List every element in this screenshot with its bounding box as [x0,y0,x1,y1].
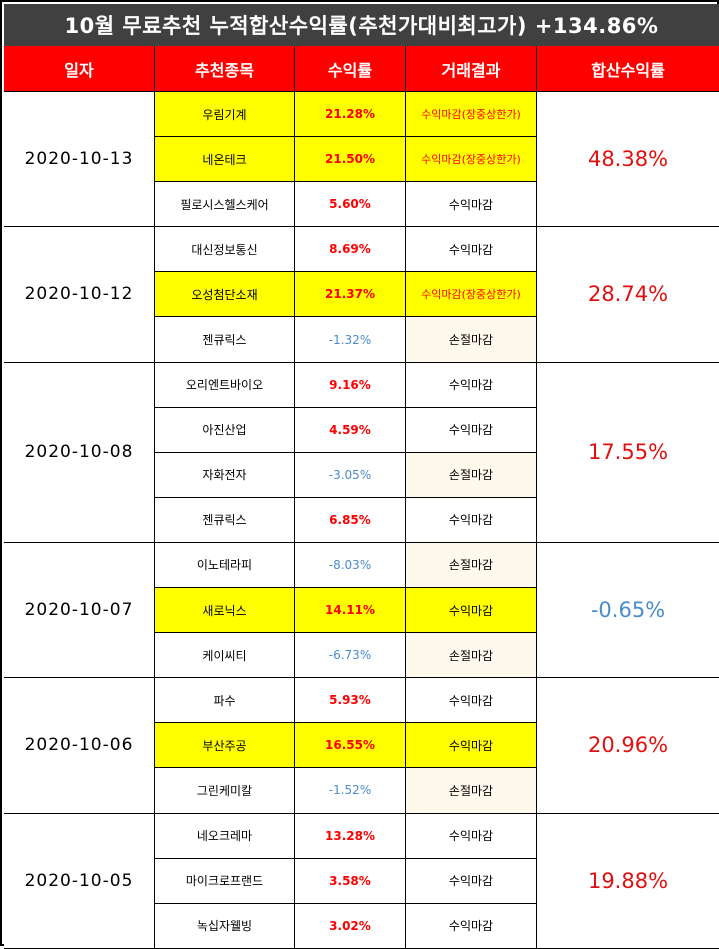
return-rate-cell: 3.58% [295,858,406,904]
date-cell: 2020-10-13 [4,92,155,228]
return-rate-cell: 21.37% [295,272,406,318]
return-rate-cell: 5.60% [295,182,406,228]
date-cell: 2020-10-07 [4,542,155,679]
header-rate: 수익률 [295,46,406,92]
trade-result-cell: 수익마감 [406,227,537,273]
stock-name-cell: 네온테크 [155,137,295,183]
trade-result-cell: 수익마감 [406,903,537,949]
header-date: 일자 [4,46,155,92]
trade-result-cell: 손절마감 [406,542,537,589]
date-cell: 2020-10-06 [4,678,155,814]
return-rate-cell: 5.93% [295,678,406,724]
return-rate-cell: -1.52% [295,768,406,814]
stock-name-cell: 마이크로프랜드 [155,858,295,904]
trade-result-cell: 수익마감 [406,723,537,769]
header-result: 거래결과 [406,46,537,92]
cumulative-return-cell: 20.96% [537,678,719,814]
return-rate-cell: -6.73% [295,633,406,679]
trade-result-cell: 손절마감 [406,452,537,498]
date-cell: 2020-10-12 [4,227,155,363]
trade-result-cell: 수익마감 [406,497,537,543]
return-rate-cell: 21.50% [295,137,406,183]
stock-name-cell: 우림기계 [155,92,295,138]
cumulative-return-cell: 28.74% [537,227,719,363]
date-cell: 2020-10-05 [4,813,155,949]
return-rate-cell: -3.05% [295,452,406,498]
stock-name-cell: 파수 [155,678,295,724]
stock-name-cell: 필로시스헬스케어 [155,182,295,228]
trade-result-cell: 수익마감 [406,362,537,408]
trade-result-cell: 손절마감 [406,633,537,679]
return-rate-cell: 4.59% [295,407,406,453]
trade-result-cell: 수익마감 [406,858,537,904]
recommendation-table: 일자 추천종목 수익률 거래결과 합산수익률 2020-10-13 48.38% 우… [4,46,719,949]
stock-name-cell: 이노테라피 [155,542,295,589]
cumulative-return-cell: -0.65% [537,542,719,679]
stock-name-cell: 젠큐릭스 [155,497,295,543]
cumulative-return-cell: 19.88% [537,813,719,949]
date-cell: 2020-10-08 [4,362,155,543]
cumulative-return-cell: 17.55% [537,362,719,543]
stock-name-cell: 그린케미칼 [155,768,295,814]
stock-name-cell: 젠큐릭스 [155,317,295,363]
stock-name-cell: 자화전자 [155,452,295,498]
stock-name-cell: 오리엔트바이오 [155,362,295,408]
stock-name-cell: 새로닉스 [155,588,295,634]
stock-name-cell: 네오크레마 [155,813,295,859]
return-rate-cell: 13.28% [295,813,406,859]
return-rate-cell: -8.03% [295,542,406,589]
stock-name-cell: 녹십자웰빙 [155,903,295,949]
trade-result-cell: 수익마감 [406,678,537,724]
trade-result-cell: 손절마감 [406,317,537,363]
stock-name-cell: 케이씨티 [155,633,295,679]
trade-result-cell: 수익마감(장중상한가) [406,137,537,183]
trade-result-cell: 수익마감 [406,588,537,634]
trade-result-cell: 손절마감 [406,768,537,814]
return-rate-cell: 8.69% [295,227,406,273]
stock-name-cell: 아진산업 [155,407,295,453]
return-rate-cell: 3.02% [295,903,406,949]
trade-result-cell: 수익마감 [406,182,537,228]
stock-name-cell: 오성첨단소재 [155,272,295,318]
report-title: 10월 무료추천 누적합산수익률(추천가대비최고가) +134.86% [4,4,719,46]
return-rate-cell: 21.28% [295,92,406,138]
trade-result-cell: 수익마감(장중상한가) [406,92,537,138]
return-rate-cell: 6.85% [295,497,406,543]
return-rate-cell: 14.11% [295,588,406,634]
trade-result-cell: 수익마감 [406,407,537,453]
header-cumulative: 합산수익률 [537,46,719,92]
return-rate-cell: -1.32% [295,317,406,363]
trade-result-cell: 수익마감 [406,813,537,859]
cumulative-return-cell: 48.38% [537,92,719,228]
trade-result-cell: 수익마감(장중상한가) [406,272,537,318]
return-rate-cell: 9.16% [295,362,406,408]
return-rate-cell: 16.55% [295,723,406,769]
stock-name-cell: 대신정보통신 [155,227,295,273]
header-stock: 추천종목 [155,46,295,92]
stock-name-cell: 부산주공 [155,723,295,769]
